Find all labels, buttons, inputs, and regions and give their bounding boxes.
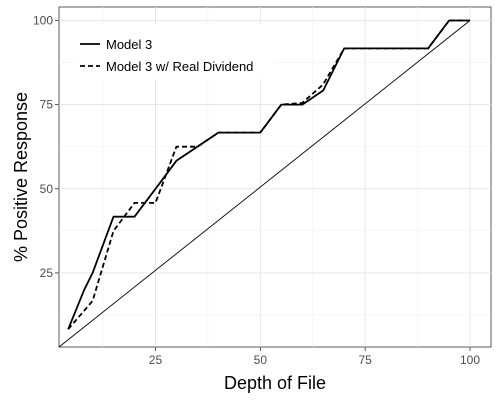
y-tick-label: 50 [40,182,54,196]
x-axis-title: Depth of File [224,373,326,393]
legend-label: Model 3 w/ Real Dividend [106,59,253,74]
y-tick-label: 100 [33,13,53,27]
y-tick-label: 25 [40,266,54,280]
x-tick-label: 75 [358,353,372,367]
y-axis-title: % Positive Response [11,92,31,262]
y-tick-label: 75 [40,98,54,112]
x-tick-label: 25 [149,353,163,367]
legend-label: Model 3 [106,37,152,52]
legend: Model 3 Model 3 w/ Real Dividend [74,24,274,79]
legend-background [74,24,274,79]
series-line-2 [67,19,470,330]
x-tick-label: 100 [460,353,480,367]
x-tick-label: 50 [254,353,268,367]
reference-diagonal-line [58,20,471,348]
series-group [58,19,471,348]
axis-ticks: 25 50 75 100 25 50 75 100 [33,13,480,367]
